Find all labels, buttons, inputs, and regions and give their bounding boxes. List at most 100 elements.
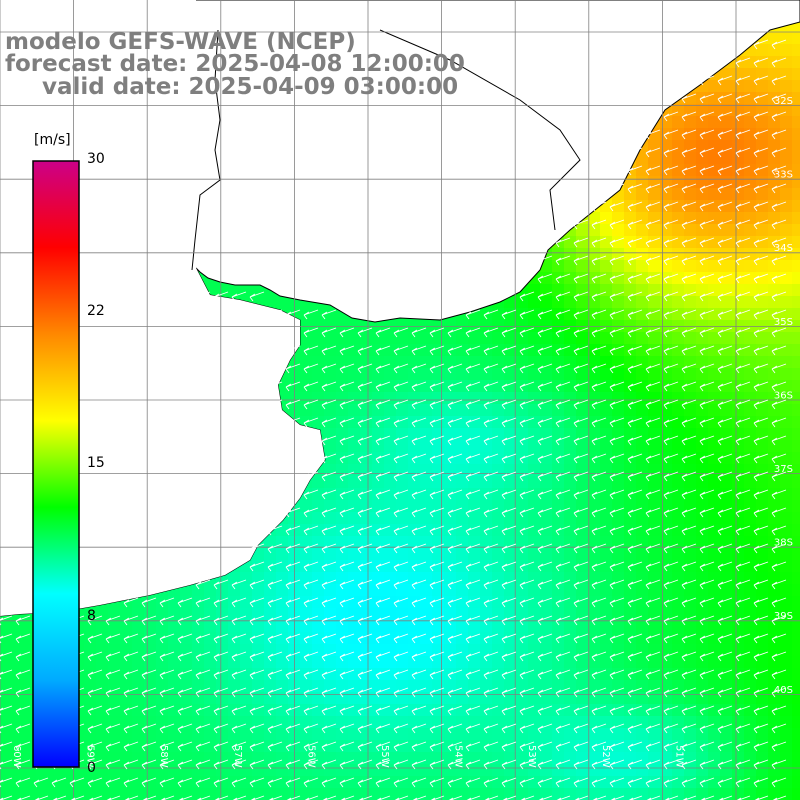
field-cell — [180, 776, 193, 789]
wind-arrow — [375, 435, 391, 446]
field-cell — [492, 752, 505, 765]
field-cell — [708, 536, 721, 549]
wind-arrow — [555, 525, 571, 536]
wind-arrow — [375, 399, 391, 410]
field-cell — [552, 644, 565, 657]
field-cell — [324, 452, 337, 465]
field-cell — [324, 740, 337, 753]
field-cell — [672, 440, 685, 453]
wind-arrow — [519, 327, 535, 338]
field-cell — [348, 548, 361, 561]
field-cell — [516, 680, 529, 693]
wind-arrow — [321, 453, 337, 464]
field-cell — [180, 596, 193, 609]
field-cell — [648, 584, 661, 597]
field-cell — [600, 608, 613, 621]
field-cell — [276, 752, 289, 765]
field-cell — [240, 764, 253, 777]
field-cell — [780, 260, 793, 273]
wind-arrow — [537, 471, 553, 482]
field-cell — [528, 512, 541, 525]
field-cell — [24, 788, 37, 800]
field-cell — [576, 260, 589, 273]
wind-arrow — [717, 381, 733, 392]
field-cell — [744, 224, 757, 237]
field-cell — [300, 788, 313, 800]
wind-arrow — [699, 237, 715, 248]
field-cell — [624, 404, 637, 417]
field-cell — [156, 716, 169, 729]
field-cell — [744, 140, 757, 153]
field-cell — [732, 476, 745, 489]
wind-arrow — [573, 363, 589, 374]
field-cell — [756, 116, 769, 129]
field-cell — [624, 284, 637, 297]
field-cell — [504, 776, 517, 789]
field-cell — [708, 644, 721, 657]
field-cell — [720, 224, 733, 237]
field-cell — [468, 584, 481, 597]
land-fill-west — [0, 0, 325, 616]
field-cell — [756, 80, 769, 93]
field-cell — [720, 416, 733, 429]
field-cell — [408, 656, 421, 669]
wind-arrow — [357, 507, 373, 518]
field-cell — [720, 560, 733, 573]
wind-arrow — [699, 525, 715, 536]
wind-arrow — [771, 255, 787, 266]
field-cell — [300, 752, 313, 765]
field-cell — [732, 656, 745, 669]
field-cell — [276, 584, 289, 597]
field-cell — [504, 380, 517, 393]
field-cell — [444, 584, 457, 597]
field-cell — [588, 248, 601, 261]
field-cell — [708, 392, 721, 405]
field-cell — [420, 680, 433, 693]
wind-arrow — [519, 597, 535, 608]
wind-arrow — [537, 327, 553, 338]
field-cell — [324, 668, 337, 681]
field-cell — [144, 596, 157, 609]
wind-arrow — [681, 453, 697, 464]
field-cell — [648, 776, 661, 789]
field-cell — [648, 692, 661, 705]
field-cell — [0, 668, 13, 681]
field-cell — [756, 260, 769, 273]
wind-arrow — [663, 219, 679, 230]
field-cell — [780, 488, 793, 501]
field-cell — [744, 680, 757, 693]
field-cell — [312, 368, 325, 381]
wind-arrow — [753, 543, 769, 554]
field-cell — [756, 344, 769, 357]
field-cell — [732, 212, 745, 225]
field-cell — [312, 680, 325, 693]
field-cell — [228, 788, 241, 800]
field-cell — [300, 728, 313, 741]
field-cell — [684, 548, 697, 561]
field-cell — [648, 200, 661, 213]
field-cell — [252, 764, 265, 777]
wind-arrow — [591, 291, 607, 302]
field-cell — [336, 752, 349, 765]
field-cell — [588, 680, 601, 693]
field-cell — [708, 356, 721, 369]
wind-arrow — [753, 93, 769, 104]
field-cell — [780, 560, 793, 573]
wind-arrow — [465, 363, 481, 374]
field-cell — [384, 572, 397, 585]
field-cell — [576, 740, 589, 753]
wind-arrow — [609, 489, 625, 500]
field-cell — [540, 476, 553, 489]
field-cell — [780, 728, 793, 741]
field-cell — [720, 704, 733, 717]
field-cell — [528, 464, 541, 477]
field-cell — [540, 440, 553, 453]
field-cell — [456, 728, 469, 741]
field-cell — [348, 368, 361, 381]
field-cell — [540, 764, 553, 777]
wind-arrow — [699, 219, 715, 230]
field-cell — [396, 404, 409, 417]
field-cell — [720, 296, 733, 309]
field-cell — [432, 560, 445, 573]
